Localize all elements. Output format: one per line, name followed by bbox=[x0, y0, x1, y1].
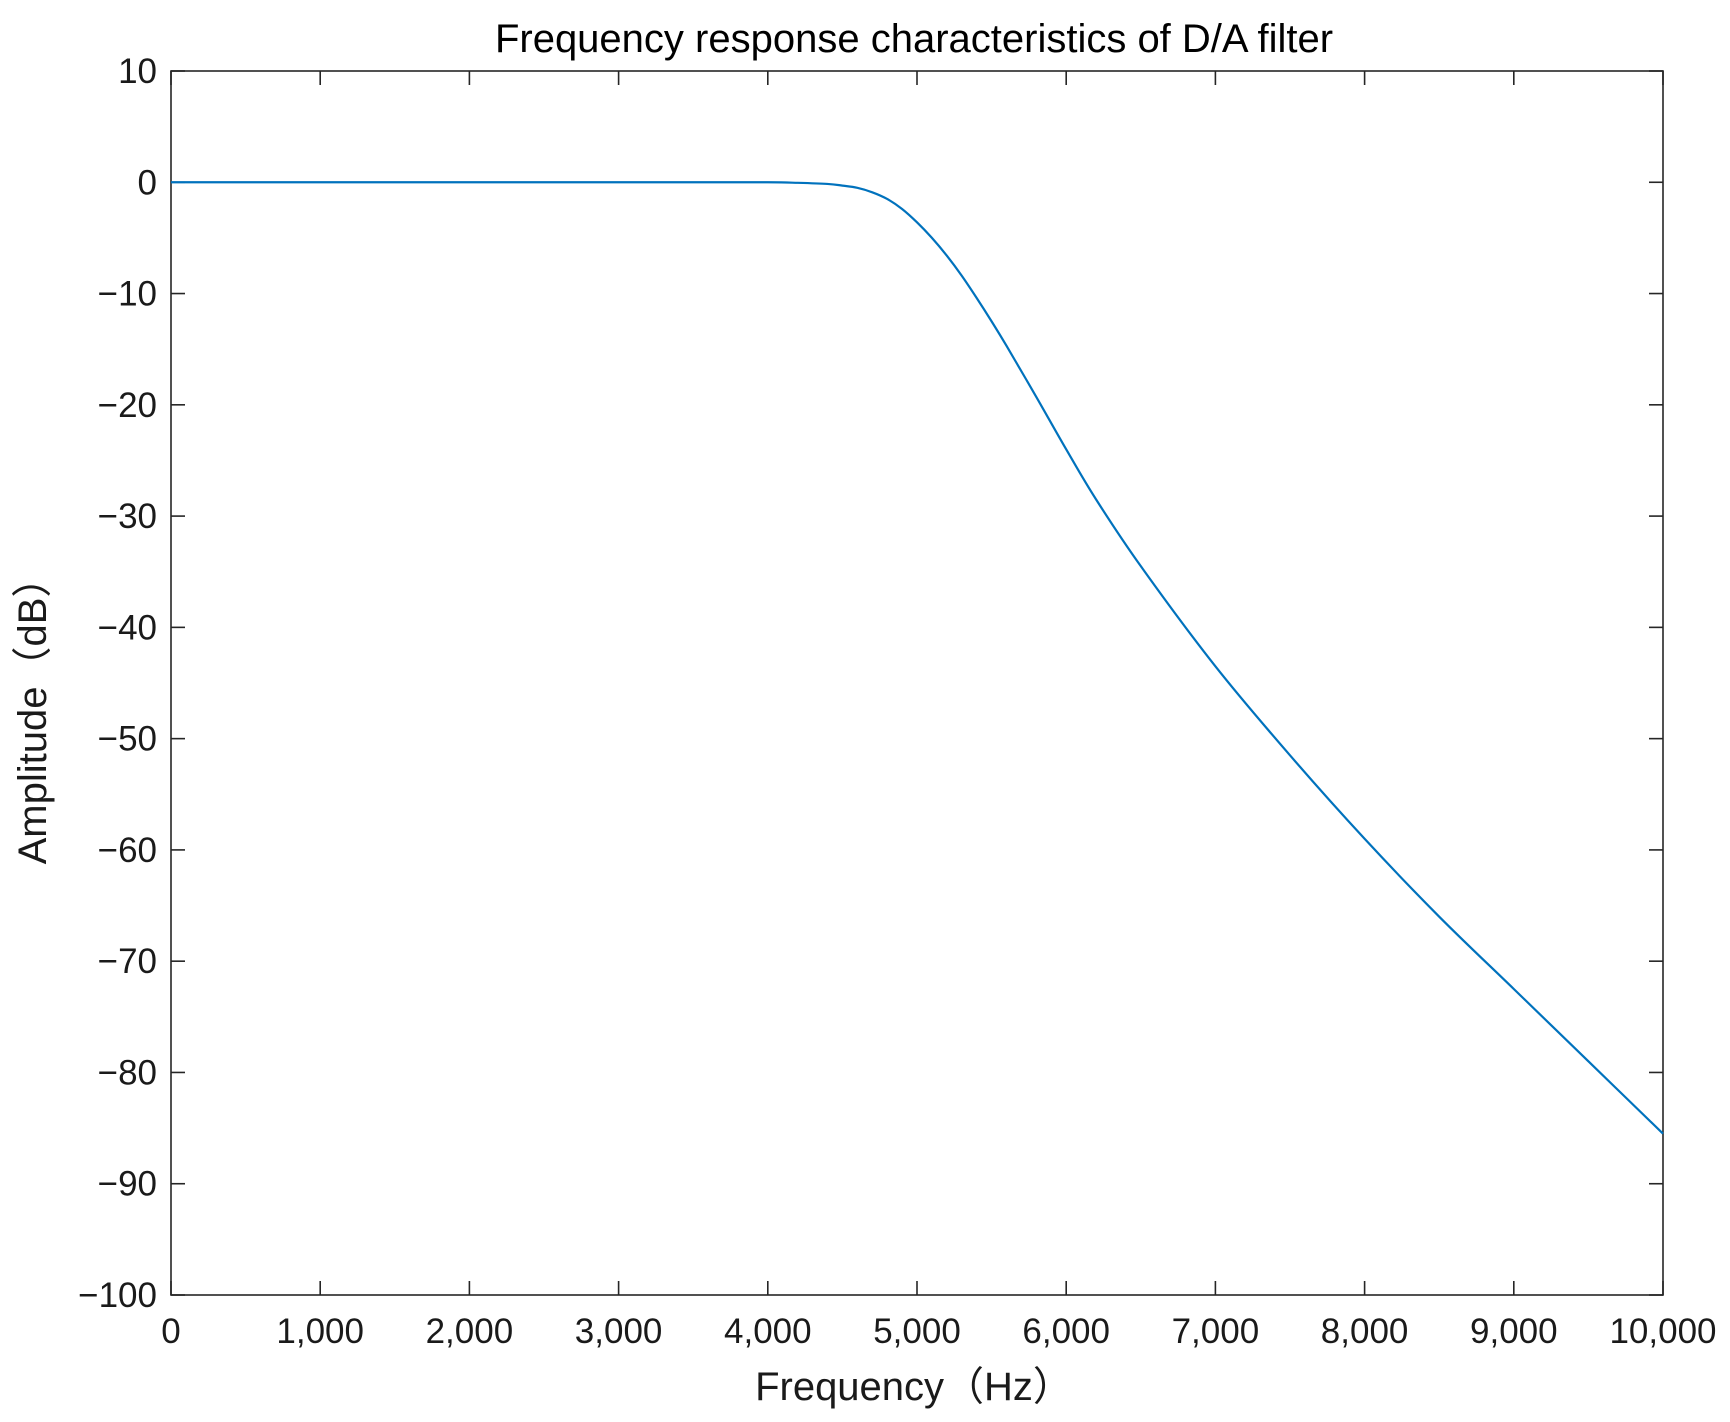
chart-title: Frequency response characteristics of D/… bbox=[495, 17, 1333, 61]
y-tick-label: −60 bbox=[98, 831, 157, 870]
x-tick-label: 6,000 bbox=[1022, 1312, 1110, 1351]
x-tick-label: 8,000 bbox=[1321, 1312, 1409, 1351]
x-tick-label: 4,000 bbox=[724, 1312, 812, 1351]
x-tick-label: 10,000 bbox=[1609, 1312, 1716, 1351]
x-axis: 0 1,000 2,000 3,000 4,000 5,000 6,000 7,000 8,00… bbox=[161, 71, 1717, 1351]
y-tick-label: −50 bbox=[98, 720, 157, 759]
series-line bbox=[171, 181, 1664, 1135]
y-tick-label: −10 bbox=[98, 275, 157, 314]
y-tick-label: 10 bbox=[118, 52, 157, 91]
x-tick-label: 2,000 bbox=[426, 1312, 514, 1351]
y-tick-label: −70 bbox=[98, 942, 157, 981]
y-tick-label: −90 bbox=[98, 1165, 157, 1204]
plot-area: 0 1,000 2,000 3,000 4,000 5,000 6,000 7,000 8,00… bbox=[78, 52, 1716, 1351]
x-tick-label: 7,000 bbox=[1172, 1312, 1260, 1351]
plot-frame bbox=[170, 70, 1664, 1296]
x-tick-label: 3,000 bbox=[575, 1312, 663, 1351]
y-tick-label: −30 bbox=[98, 497, 157, 536]
y-axis: 10 0 −10 −20 −30 −40 −50 −60 −70 −80 −90 −100 bbox=[78, 52, 1663, 1315]
y-tick-label: −40 bbox=[98, 608, 157, 647]
y-axis-label: Amplitude（dB） bbox=[11, 558, 55, 865]
y-tick-label: −100 bbox=[78, 1276, 157, 1315]
x-axis-label: Frequency（Hz） bbox=[755, 1365, 1073, 1409]
y-tick-label: −20 bbox=[98, 386, 157, 425]
x-tick-label: 1,000 bbox=[276, 1312, 364, 1351]
x-tick-label: 0 bbox=[161, 1312, 180, 1351]
x-tick-label: 5,000 bbox=[873, 1312, 961, 1351]
x-tick-label: 9,000 bbox=[1470, 1312, 1558, 1351]
y-tick-label: −80 bbox=[98, 1053, 157, 1092]
y-tick-label: 0 bbox=[138, 163, 157, 202]
series-layer bbox=[171, 181, 1664, 1135]
